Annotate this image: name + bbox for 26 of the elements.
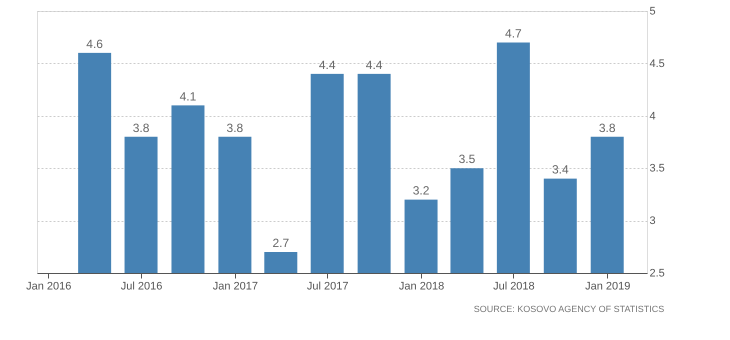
y-tick-label: 3	[650, 215, 656, 228]
data-label: 4.4	[318, 58, 336, 72]
data-label: 3.8	[132, 120, 150, 135]
y-tick-label: 5	[650, 6, 656, 18]
x-tick-label: Jul 2018	[493, 280, 535, 292]
data-label: 3.8	[226, 120, 244, 135]
x-tick-label: Jan 2016	[26, 280, 72, 292]
data-label: 4.6	[86, 36, 104, 51]
data-label: 4.4	[366, 58, 383, 72]
y-tick-label: 4.5	[650, 58, 665, 70]
x-tick-label: Jan 2019	[585, 280, 630, 292]
data-label: 4.1	[180, 89, 197, 104]
y-tick-label: 3.5	[650, 162, 665, 175]
data-label: 3.5	[458, 152, 476, 166]
data-label: 4.7	[505, 26, 522, 40]
x-tick-label: Jan 2018	[398, 280, 444, 292]
y-tick-label: 4	[650, 110, 656, 122]
source-note: SOURCE: KOSOVO AGENCY OF STATISTICS	[474, 304, 664, 314]
data-label: 3.2	[412, 184, 430, 198]
x-tick-label: Jan 2017	[212, 280, 258, 292]
y-tick-label: 2.5	[650, 268, 665, 280]
data-label: 2.7	[272, 236, 290, 250]
data-label: 3.4	[552, 162, 569, 177]
data-label: 3.8	[598, 120, 616, 135]
x-tick-label: Jul 2016	[120, 280, 162, 292]
x-tick-label: Jul 2017	[306, 280, 349, 292]
